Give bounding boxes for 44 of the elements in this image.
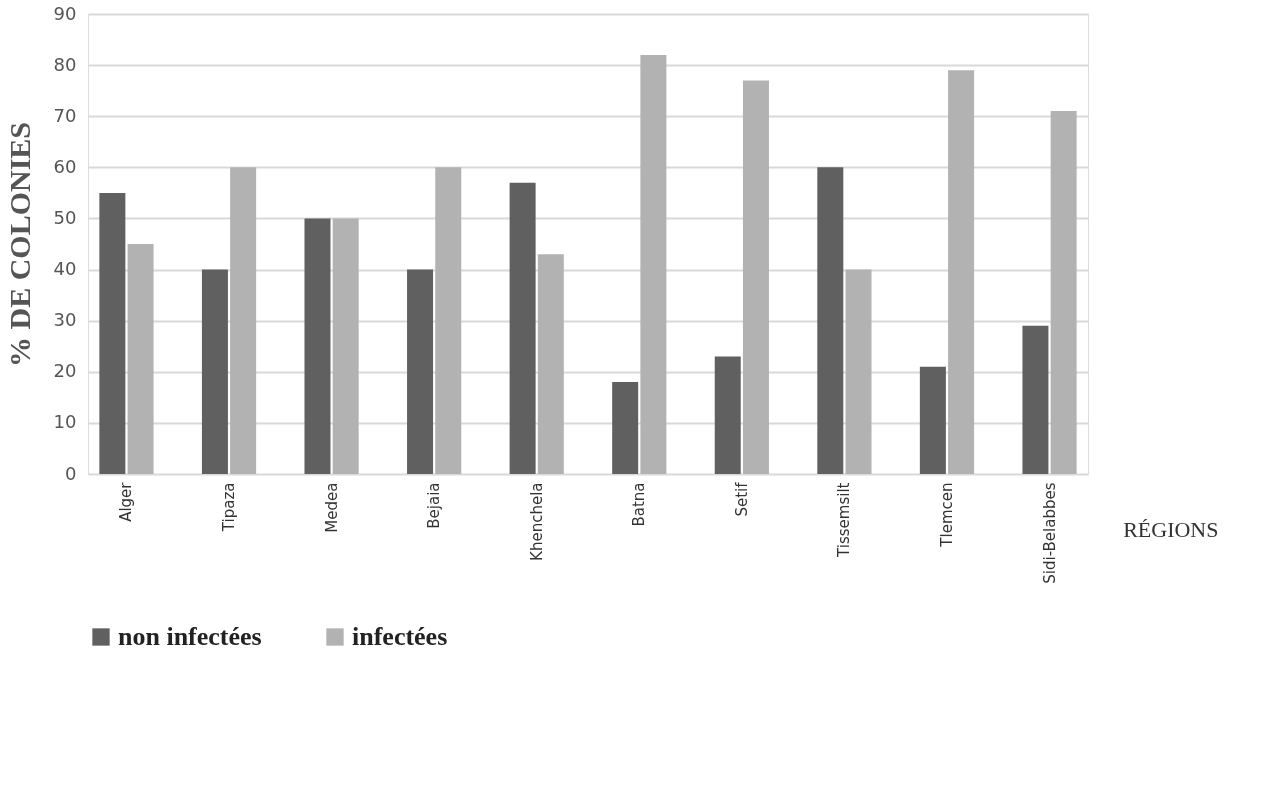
y-tick-label: 70 <box>53 104 77 126</box>
x-tick-label: Tissemsilt <box>835 482 854 558</box>
y-tick-label: 20 <box>53 360 77 382</box>
x-tick-label: Setif <box>732 481 751 517</box>
y-tick-label: 10 <box>53 411 77 433</box>
y-tick-label: 60 <box>53 155 77 177</box>
x-tick-label: Batna <box>630 482 649 527</box>
bar <box>919 366 946 474</box>
bar <box>742 80 769 474</box>
x-tick-label: Tipaza <box>220 482 239 533</box>
bar <box>509 182 536 474</box>
x-tick-label: Sidi-Belabbes <box>1040 482 1059 584</box>
bar <box>201 269 228 474</box>
y-tick-label: 90 <box>53 2 77 24</box>
bar <box>99 192 126 474</box>
bar <box>407 269 434 474</box>
y-axis-title: % DE COLONIES <box>2 121 36 368</box>
bar <box>230 167 257 474</box>
bar <box>640 54 667 474</box>
x-tick-label: Tlemcen <box>937 482 956 548</box>
bar <box>435 167 462 474</box>
bar <box>1050 111 1077 474</box>
x-axis-title: RÉGIONS <box>1123 516 1219 542</box>
y-tick-label: 40 <box>53 258 77 280</box>
y-tick-label: 80 <box>53 53 77 75</box>
y-tick-label: 50 <box>53 206 77 228</box>
x-tick-label: Khenchela <box>527 482 546 561</box>
bar <box>127 244 154 474</box>
y-tick-label: 30 <box>53 309 77 331</box>
bar <box>537 254 564 474</box>
bar <box>817 167 844 474</box>
x-tick-label: Alger <box>117 481 136 522</box>
bar <box>332 218 359 474</box>
bar <box>304 218 331 474</box>
x-tick-label: Bejaia <box>425 482 444 529</box>
bar <box>1022 325 1049 474</box>
bar <box>948 70 975 474</box>
legend-label: non infectées <box>118 622 262 651</box>
bar <box>612 382 639 474</box>
bar <box>845 269 872 474</box>
legend-label: infectées <box>352 622 448 651</box>
bar <box>714 356 741 474</box>
y-tick-label: 0 <box>65 462 77 484</box>
x-tick-label: Medea <box>322 482 341 533</box>
